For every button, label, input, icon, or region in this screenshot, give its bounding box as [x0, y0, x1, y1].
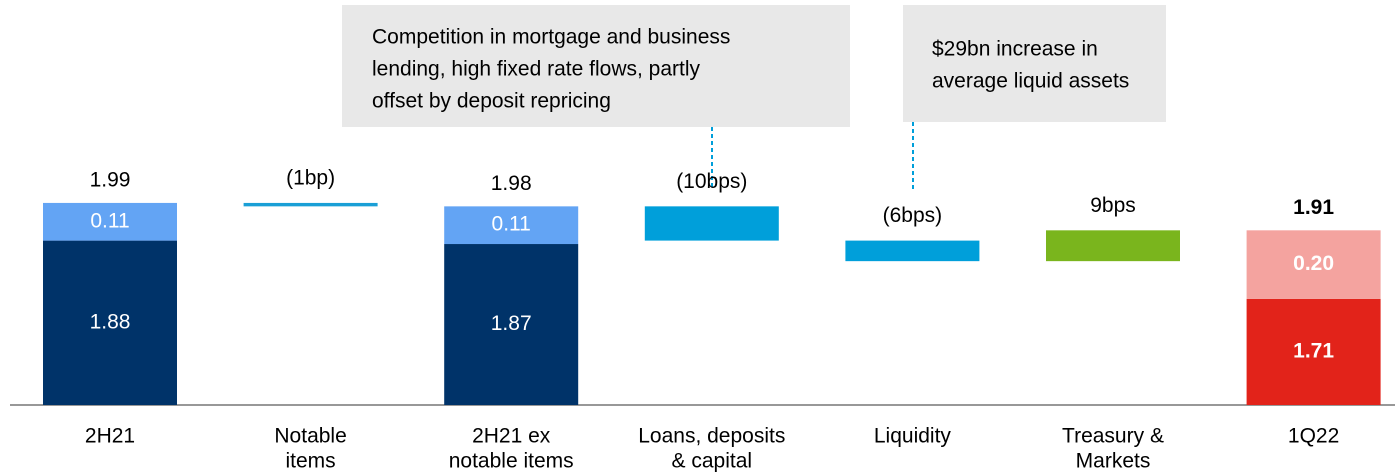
bar-segment: [444, 206, 579, 245]
annotation-text: offset by deposit repricing: [372, 90, 611, 113]
change-bar: [1046, 230, 1180, 262]
change-bar: [243, 202, 378, 207]
data-label: (1bp): [286, 166, 335, 189]
annotation-box: [342, 5, 850, 127]
data-label: (10bps): [676, 170, 747, 193]
change-bar: [845, 240, 980, 262]
x-tick-label: 2H21: [85, 425, 135, 448]
x-tick-label: Markets: [1076, 450, 1151, 473]
x-tick-label: Loans, deposits: [638, 425, 785, 448]
annotation-text: $29bn increase in: [932, 38, 1098, 61]
annotation-text: lending, high fixed rate flows, partly: [372, 58, 701, 81]
data-label: 1.87: [491, 312, 532, 335]
x-tick-label: 1Q22: [1288, 425, 1339, 448]
change-bar: [644, 206, 779, 241]
data-label: 9bps: [1090, 194, 1136, 217]
data-label: 1.88: [90, 310, 131, 333]
annotation-text: average liquid assets: [932, 70, 1129, 93]
x-tick-label: & capital: [672, 450, 753, 473]
data-label: (6bps): [883, 204, 943, 227]
x-tick-label: Notable: [274, 425, 346, 448]
x-tick-label: items: [286, 450, 336, 473]
x-tick-label: 2H21 ex: [472, 425, 551, 448]
annotation-box: [903, 5, 1166, 122]
annotation-text: Competition in mortgage and business: [372, 26, 730, 49]
total-label: 1.91: [1293, 196, 1334, 219]
bar-segment: [444, 244, 579, 405]
bar-segment: [1246, 230, 1381, 299]
x-tick-label: Treasury &: [1062, 425, 1164, 448]
x-tick-label: notable items: [449, 450, 574, 473]
data-label: 0.11: [492, 213, 531, 236]
bar-segment: [43, 202, 177, 241]
data-label: 0.20: [1293, 252, 1334, 275]
bar-segment: [43, 240, 177, 405]
bar-segment: [1246, 298, 1381, 405]
data-label: 0.11: [90, 209, 129, 232]
total-label: 1.98: [491, 172, 532, 195]
total-label: 1.99: [90, 168, 131, 191]
x-tick-label: Liquidity: [874, 425, 952, 448]
data-label: 1.71: [1293, 339, 1334, 362]
